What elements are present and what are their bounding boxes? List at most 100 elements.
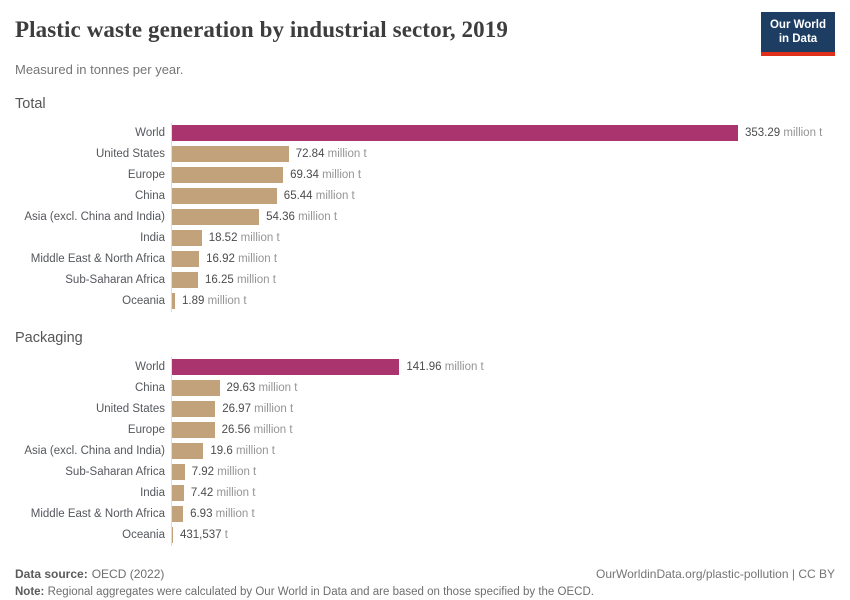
note-text: Regional aggregates were calculated by O… (47, 585, 594, 598)
value-unit: million t (234, 253, 278, 266)
bar-area: 16.25 million t (171, 269, 835, 291)
bar-area: 19.6 million t (171, 440, 835, 462)
bar-area: 1.89 million t (171, 290, 835, 312)
value-label: 72.84 million t (296, 148, 367, 160)
entity-label: Oceania (122, 295, 165, 308)
region-bar[interactable] (172, 380, 220, 397)
chart-subtitle: Measured in tonnes per year. (15, 61, 184, 77)
value-number: 141.96 (406, 361, 442, 374)
region-bar[interactable] (172, 401, 216, 418)
value-unit: million t (212, 508, 255, 521)
bar-area: 69.34 million t (171, 164, 835, 186)
value-label: 7.92 million t (192, 466, 257, 478)
value-number: 18.52 (208, 232, 238, 245)
value-label: 353.29 million t (745, 127, 822, 139)
entity-label: Sub-Saharan Africa (65, 466, 165, 479)
chart-row: Europe 26.56 million t (15, 419, 835, 441)
entity-label: Middle East & North Africa (30, 253, 165, 266)
region-bar[interactable] (172, 422, 215, 439)
entity-label: Asia (excl. China and India) (24, 211, 165, 224)
value-unit: million t (255, 382, 298, 395)
value-unit: million t (294, 211, 338, 224)
entity-label: Europe (127, 169, 165, 182)
entity-label: Oceania (122, 529, 165, 542)
value-label: 26.97 million t (222, 403, 293, 415)
value-number: 19.6 (210, 445, 233, 458)
owid-logo[interactable]: Our World in Data (761, 12, 835, 56)
region-bar[interactable] (172, 167, 284, 184)
chart-row: Asia (excl. China and India) 54.36 millio… (15, 206, 835, 228)
entity-label: World (135, 361, 165, 374)
entity-label: India (140, 232, 165, 245)
region-bar[interactable] (172, 527, 173, 544)
entity-label: China (134, 190, 165, 203)
value-number: 16.92 (206, 253, 235, 266)
facet-title-total: Total (15, 95, 46, 112)
facet-title-packaging: Packaging (15, 329, 83, 346)
value-unit: million t (214, 466, 257, 479)
chart-footer: Data source: OECD (2022) OurWorldinData.… (15, 567, 835, 598)
world-bar[interactable] (172, 359, 400, 376)
value-number: 1.89 (182, 295, 205, 308)
owid-logo-line1: Our World (769, 19, 826, 31)
bar-area: 26.56 million t (171, 419, 835, 441)
entity-label: World (135, 127, 165, 140)
bar-area: 353.29 million t (171, 122, 835, 144)
region-bar[interactable] (172, 146, 289, 163)
region-bar[interactable] (172, 443, 204, 460)
value-unit: million t (318, 169, 362, 182)
bar-area: 16.92 million t (171, 248, 835, 270)
region-bar[interactable] (172, 485, 184, 502)
value-number: 65.44 (283, 190, 313, 203)
datasource-label: Data source: (15, 566, 88, 581)
value-label: 69.34 million t (290, 169, 361, 181)
region-bar[interactable] (172, 272, 198, 289)
bar-chart-total: World 353.29 million t United States 72.84 … (15, 122, 835, 312)
region-bar[interactable] (172, 506, 184, 523)
value-number: 16.25 (205, 274, 234, 287)
datasource-value: OECD (2022) (91, 566, 165, 581)
entity-label: Asia (excl. China and India) (24, 445, 165, 458)
region-bar[interactable] (172, 209, 260, 226)
entity-label: India (140, 487, 165, 500)
chart-row: China 65.44 million t (15, 185, 835, 207)
owid-logo-line2: in Data (778, 33, 818, 46)
region-bar[interactable] (172, 293, 175, 310)
value-unit: million t (324, 148, 367, 161)
chart-row: India 7.42 million t (15, 482, 835, 504)
page-title: Plastic waste generation by industrial s… (15, 17, 508, 42)
bar-area: 141.96 million t (171, 356, 835, 378)
value-number: 26.97 (222, 403, 251, 416)
region-bar[interactable] (172, 188, 277, 205)
world-bar[interactable] (172, 125, 738, 142)
value-label: 29.63 million t (227, 382, 298, 394)
chart-row: World 141.96 million t (15, 356, 835, 378)
value-number: 29.63 (226, 382, 256, 395)
entity-label: China (134, 382, 165, 395)
bar-area: 72.84 million t (171, 143, 835, 165)
owid-link[interactable]: OurWorldinData.org/plastic-pollution | C… (596, 566, 835, 581)
bar-area: 7.42 million t (171, 482, 835, 504)
region-bar[interactable] (172, 230, 202, 247)
region-bar[interactable] (172, 464, 185, 481)
value-number: 353.29 (745, 127, 781, 140)
value-label: 18.52 million t (209, 232, 280, 244)
chart-row: India 18.52 million t (15, 227, 835, 249)
value-unit: million t (233, 274, 276, 287)
chart-header: Plastic waste generation by industrial s… (15, 12, 835, 56)
value-number: 26.56 (221, 424, 251, 437)
value-label: 6.93 million t (190, 508, 255, 520)
chart-row: Europe 69.34 million t (15, 164, 835, 186)
entity-label: Middle East & North Africa (30, 508, 165, 521)
value-unit: million t (250, 424, 293, 437)
value-label: 7.42 million t (191, 487, 256, 499)
bar-area: 26.97 million t (171, 398, 835, 420)
value-label: 16.92 million t (206, 253, 277, 265)
value-number: 7.42 (190, 487, 214, 500)
value-unit: million t (441, 361, 484, 374)
value-unit: million t (250, 403, 294, 416)
value-unit: million t (780, 127, 823, 140)
region-bar[interactable] (172, 251, 200, 268)
value-unit: million t (312, 190, 355, 203)
